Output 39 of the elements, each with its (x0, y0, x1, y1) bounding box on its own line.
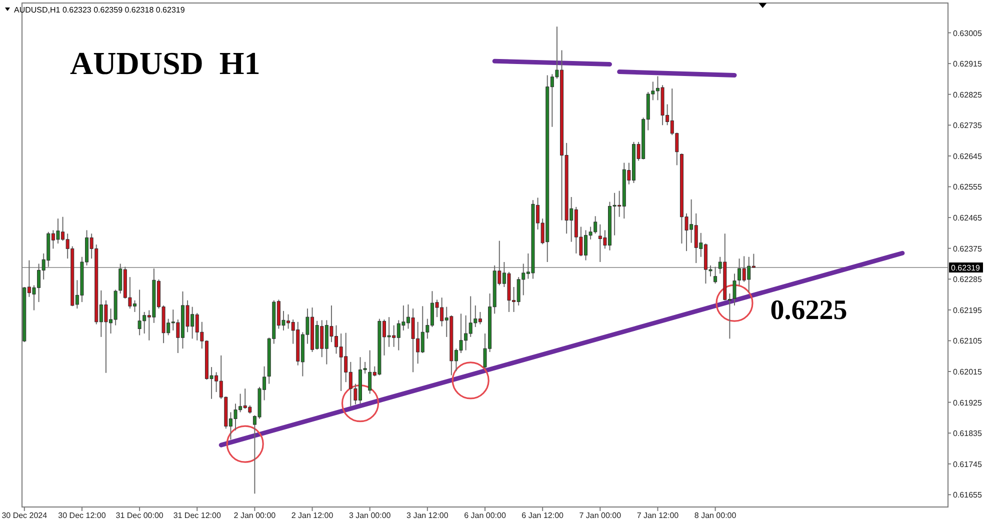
y-tick-label: 0.62825 (953, 90, 982, 99)
x-tick-label: 8 Jan 00:00 (694, 511, 737, 520)
x-tick-label: 2 Jan 12:00 (291, 511, 334, 520)
y-tick-label: 0.62735 (953, 120, 982, 130)
x-tick-label: 6 Jan 00:00 (464, 511, 506, 520)
point (716, 284, 754, 322)
x-tick-label: 6 Jan 12:00 (522, 511, 564, 520)
y-tick-label: 0.62285 (953, 274, 982, 284)
annotation: 0.6225 (770, 295, 848, 326)
point (226, 425, 264, 463)
x-tick-label: 3 Jan 12:00 (406, 511, 449, 520)
y-tick-label: 0.61655 (953, 490, 982, 500)
y-tick-label: 0.62915 (953, 59, 982, 68)
y-tick-label: 0.63005 (953, 28, 982, 38)
y-tick-label: 0.62465 (953, 213, 982, 222)
point (341, 384, 380, 422)
ref-line-label: 0.62319 (951, 262, 980, 272)
candlestick (732, 273, 736, 306)
point (452, 362, 490, 400)
x-tick-label: 3 Jan 00:00 (348, 511, 392, 520)
y-tick-label: 0.61835 (953, 428, 982, 438)
x-tick-label: 30 Dec 2024 (2, 511, 48, 520)
y-tick-label: 0.61745 (953, 459, 982, 468)
y-tick-label: 0.62015 (953, 367, 982, 376)
x-tick-label: 7 Jan 12:00 (636, 511, 680, 520)
y-tick-label: 0.62645 (953, 151, 982, 160)
x-tick-label: 7 Jan 00:00 (579, 511, 622, 520)
chart-subtitle: AUDUSD,H1 0.62323 0.62359 0.62318 0.62319 (14, 6, 186, 14)
y-tick-label: 0.62105 (953, 336, 982, 346)
candlestick (714, 266, 718, 284)
y-tick-label: 0.62555 (953, 182, 982, 192)
y-tick-label: 0.61925 (953, 398, 982, 407)
y-tick-label: 0.62195 (953, 305, 982, 314)
x-tick-label: 31 Dec 00:00 (116, 511, 164, 520)
x-tick-label: 31 Dec 12:00 (173, 511, 222, 520)
text: AUDUSD H1 (70, 45, 260, 81)
x-tick-label: 2 Jan 00:00 (234, 511, 276, 520)
x-tick-label: 30 Dec 12:00 (58, 511, 106, 520)
y-tick-label: 0.62375 (953, 244, 982, 253)
